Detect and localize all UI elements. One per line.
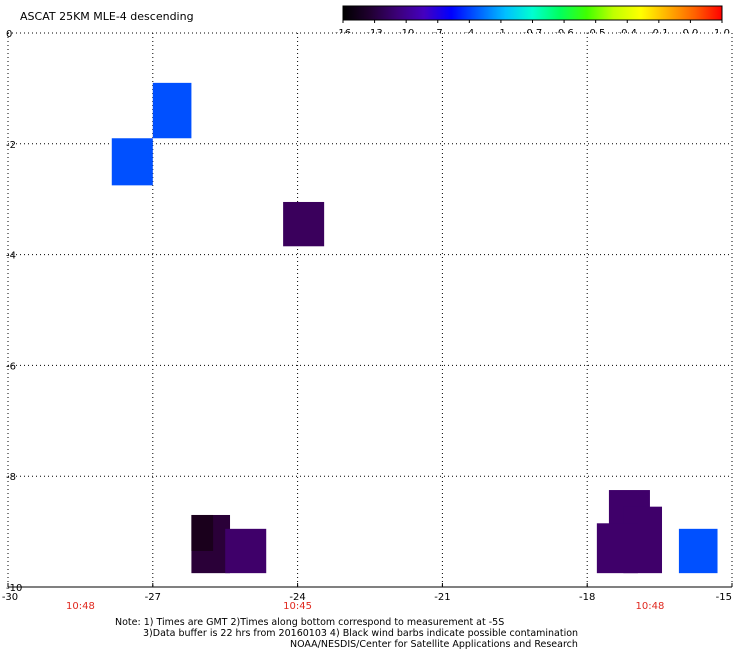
data-cell (225, 528, 267, 574)
y-tick-label: 0 (6, 29, 12, 40)
note-line-2: 3)Data buffer is 22 hrs from 20160103 4)… (143, 628, 578, 639)
time-label: 10:48 (66, 601, 95, 612)
data-cell (191, 514, 214, 551)
time-label: 10:45 (283, 601, 312, 612)
time-label: 10:48 (636, 601, 665, 612)
x-tick-label: -27 (145, 592, 161, 603)
map-title: ASCAT 25KM MLE-4 descending (20, 10, 194, 23)
data-cell (283, 201, 325, 247)
x-tick-label: -21 (434, 592, 450, 603)
y-tick-label: -4 (6, 251, 16, 262)
y-tick-label: -2 (6, 140, 16, 151)
data-cell (111, 138, 153, 186)
data-cell (152, 82, 192, 139)
note-line-1: Note: 1) Times are GMT 2)Times along bot… (115, 617, 504, 628)
x-tick-label: -15 (716, 592, 732, 603)
x-tick-label: -30 (2, 592, 18, 603)
note-line-3: NOAA/NESDIS/Center for Satellite Applica… (290, 639, 578, 650)
y-tick-label: -8 (6, 472, 16, 483)
data-cell (678, 528, 718, 574)
colorbar (342, 5, 723, 21)
colorbar-ramp (342, 5, 723, 21)
y-tick-label: -10 (6, 583, 22, 594)
time-labels: 10:48 10:45 10:48 (66, 601, 664, 612)
data-cells (111, 82, 718, 574)
axes: -30 -27 -24 -21 -18 -15 0 -2 -4 -6 -8 -10 (2, 29, 733, 603)
y-tick-label: -6 (6, 361, 16, 372)
data-cell (596, 523, 638, 574)
x-tick-label: -24 (289, 592, 305, 603)
x-tick-label: -18 (579, 592, 595, 603)
